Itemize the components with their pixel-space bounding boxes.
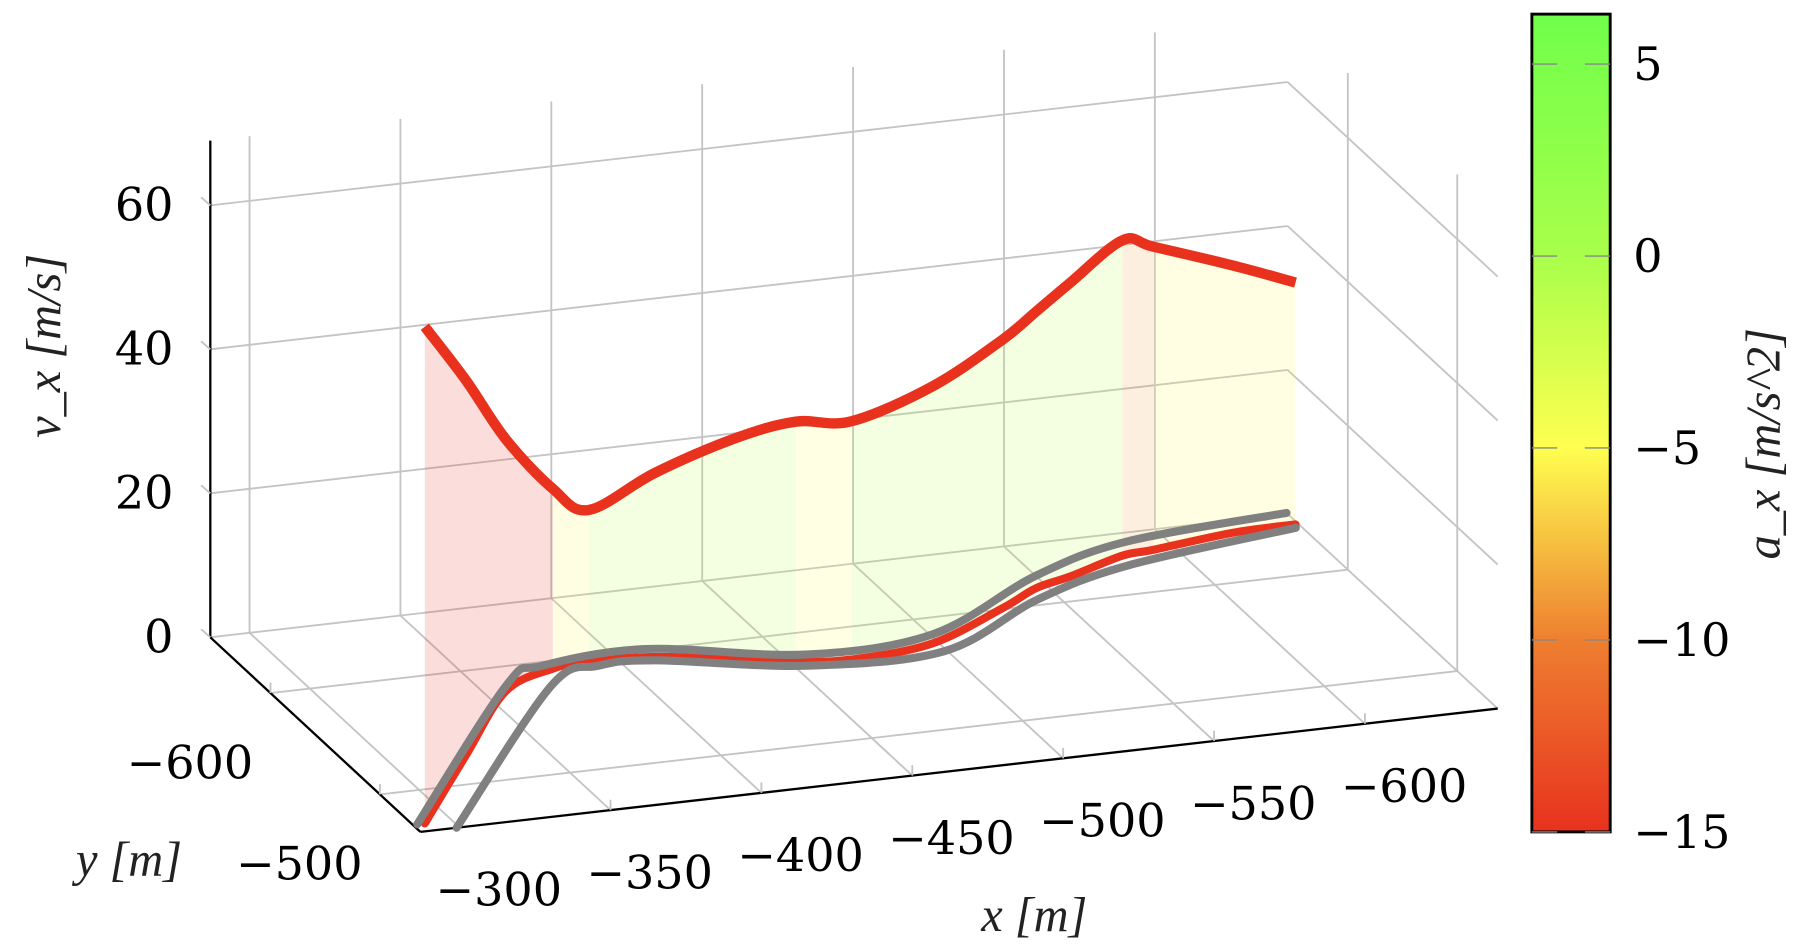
- x-axis-line: [420, 707, 1498, 834]
- x-tick-label: −600: [1341, 759, 1468, 813]
- grid-line-floor-x: [399, 614, 612, 811]
- acceleration-fill-segment: [466, 380, 506, 755]
- acceleration-fill-segment: [505, 439, 553, 692]
- z-tick-label: 60: [115, 177, 174, 231]
- acceleration-fill-segment: [552, 488, 589, 669]
- grid-line-side-z: [1287, 513, 1499, 710]
- acceleration-fill-segment: [1153, 246, 1234, 550]
- y-tick-label: −600: [127, 735, 254, 789]
- z-tick-mark: [200, 196, 211, 207]
- z-tick-mark: [200, 340, 211, 351]
- grid-line-floor-x: [701, 580, 913, 777]
- acceleration-fill-segment: [851, 386, 933, 660]
- grid-line-side-z: [1287, 369, 1499, 566]
- z-tick-mark: [200, 628, 211, 638]
- grid-line-floor-x: [1003, 545, 1215, 742]
- colorbar-tick-label: −15: [1633, 805, 1730, 859]
- x-tick-label: −550: [1190, 776, 1317, 830]
- acceleration-fill-segment: [1122, 240, 1154, 556]
- grid-line-floor-x: [852, 563, 1064, 759]
- y-tick-label: −500: [236, 837, 363, 891]
- grid: [210, 32, 1499, 829]
- grid-line-floor-x: [550, 597, 763, 794]
- tick-labels: −300 −350 −400 −450 −500 −550 −600 −600 −500 0 20 4…: [115, 177, 1468, 916]
- x-axis-label: x [m]: [980, 889, 1087, 942]
- grid-line-side-z: [1287, 81, 1499, 278]
- road-boundary-right: [452, 523, 1300, 832]
- colorbar-tick-label: 0: [1633, 229, 1662, 283]
- acceleration-fill-segment: [735, 421, 796, 662]
- y-axis-label: y [m]: [71, 834, 182, 887]
- x-tick-label: −400: [737, 828, 864, 882]
- ground-trajectory-line: [420, 520, 1300, 828]
- acceleration-fill-segment: [1070, 240, 1123, 577]
- z-tick-label: 40: [115, 321, 174, 375]
- y-axis-line: [209, 636, 422, 833]
- road-layer: [413, 508, 1300, 832]
- colorbar-label: a_x [m/s^2]: [1738, 328, 1791, 559]
- road-boundary-left: [413, 508, 1291, 829]
- colorbar-tick-label: −5: [1633, 421, 1701, 475]
- grid-line-floor-x: [1154, 528, 1366, 725]
- z-tick-mark: [200, 484, 211, 495]
- velocity-curve-layer: [420, 233, 1297, 516]
- grid-line-back-z: [210, 81, 1288, 207]
- grid-line-floor-y: [379, 670, 1458, 796]
- acceleration-fill-segment: [1002, 311, 1036, 609]
- z-tick-label: 0: [144, 609, 173, 663]
- colorbar-gradient: [1530, 12, 1612, 834]
- z-axis-label: v_x [m/s]: [18, 254, 71, 438]
- grid-line-back-z: [210, 513, 1288, 639]
- x-tick-label: −450: [888, 811, 1015, 865]
- grid-line-floor-y: [270, 568, 1348, 694]
- acceleration-fill: [424, 240, 1296, 824]
- acceleration-fill-segment: [1233, 265, 1296, 533]
- grid-line-floor-x: [248, 632, 461, 829]
- axes: [200, 140, 1498, 834]
- colorbar-tick-label: 5: [1633, 37, 1662, 91]
- acceleration-fill-segment: [795, 421, 852, 662]
- acceleration-fill-segment: [588, 472, 656, 662]
- acceleration-fill-segment: [655, 438, 736, 660]
- grid-line-side-z: [1287, 225, 1499, 422]
- x-tick-label: −500: [1039, 794, 1166, 848]
- acceleration-fill-segment: [1035, 282, 1071, 589]
- z-tick-label: 20: [115, 465, 174, 519]
- acceleration-fill-segment: [932, 339, 1003, 644]
- x-tick-label: −350: [586, 845, 713, 899]
- x-tick-label: −300: [436, 863, 563, 917]
- acceleration-fill-segment: [424, 326, 467, 824]
- colorbar: 5 0 −5 −10 −15 a_x [m/s^2]: [1530, 12, 1791, 859]
- colorbar-tick-label: −10: [1633, 613, 1730, 667]
